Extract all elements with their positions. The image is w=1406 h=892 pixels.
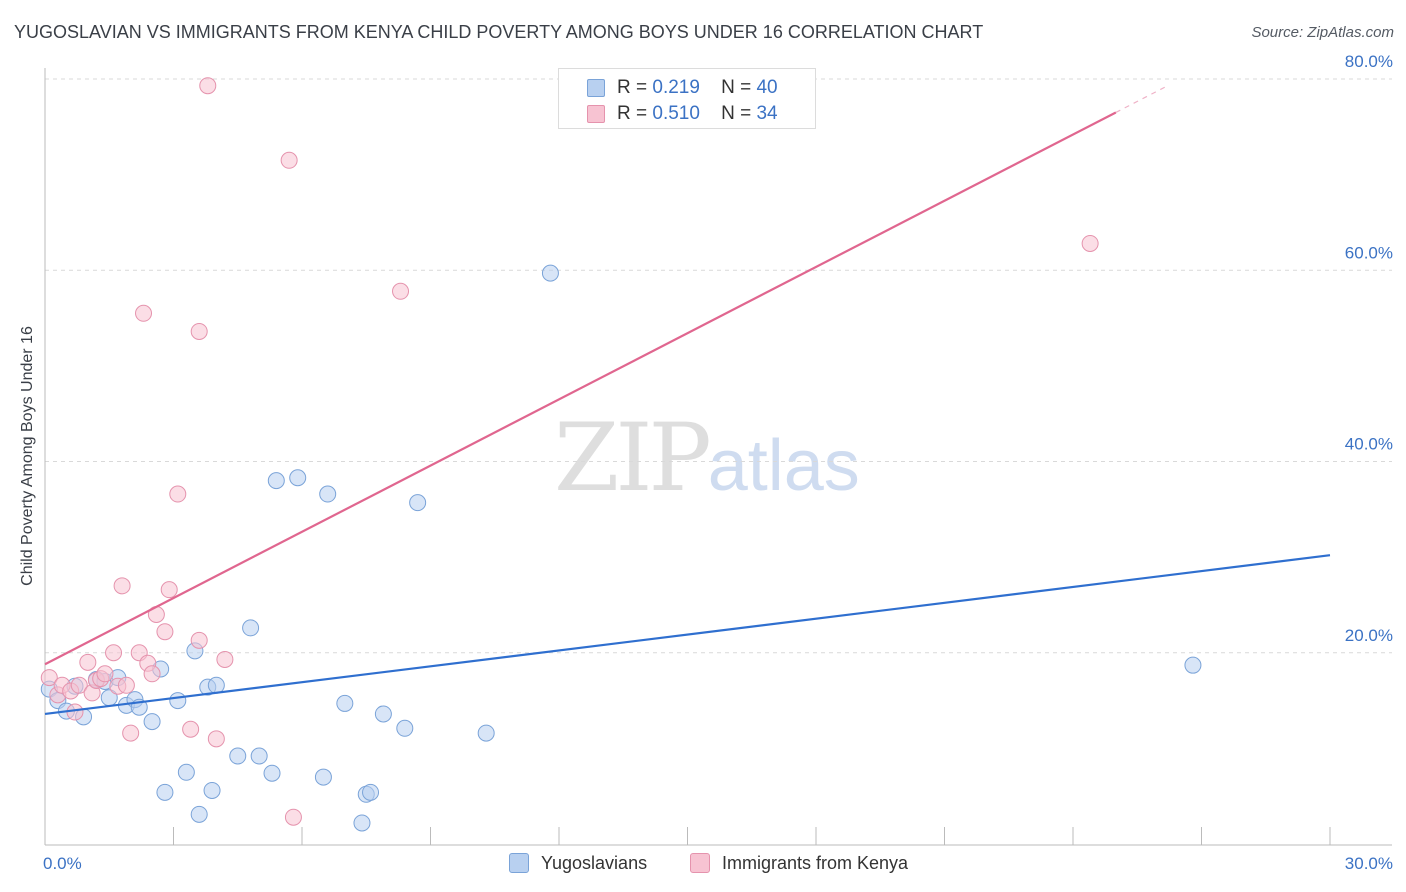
legend-text-2: R = 0.510 N = 34 xyxy=(617,103,778,125)
yugoslavian-point xyxy=(242,619,260,637)
yugoslavian-point xyxy=(541,264,559,282)
yugoslavian-point xyxy=(267,472,285,490)
kenya-point xyxy=(160,581,178,599)
y-tick-label: 80.0% xyxy=(1345,52,1393,71)
kenya-trend-extension xyxy=(1115,85,1168,114)
kenya-point xyxy=(143,665,161,683)
yugoslavian-point xyxy=(289,469,307,487)
yugoslavian-point xyxy=(477,724,495,742)
kenya-point xyxy=(190,322,208,340)
yugoslavian-point xyxy=(207,676,225,694)
kenya-point xyxy=(156,623,174,641)
kenya-point xyxy=(117,676,135,694)
y-tick-label: 40.0% xyxy=(1345,435,1393,454)
legend-text-1: R = 0.219 N = 40 xyxy=(617,77,778,99)
kenya-point xyxy=(113,577,131,595)
yugoslavian-point xyxy=(1184,656,1202,674)
chart-title: YUGOSLAVIAN VS IMMIGRANTS FROM KENYA CHI… xyxy=(14,22,984,42)
kenya-point xyxy=(207,730,225,748)
yugoslavian-point xyxy=(190,805,208,823)
grid-lines xyxy=(45,78,1392,654)
yugoslavian-point xyxy=(353,814,371,832)
kenya-point xyxy=(70,676,88,694)
yugoslavian-point xyxy=(319,485,337,503)
yugoslavian-point xyxy=(362,783,380,801)
kenya-point xyxy=(135,304,153,322)
yugoslavian-point xyxy=(336,694,354,712)
yugoslavian-point xyxy=(229,747,247,765)
yugoslavian-point xyxy=(374,705,392,723)
yugoslavian-point xyxy=(177,763,195,781)
legend-r-value-1: 0.219 xyxy=(652,77,700,98)
stats-legend: R = 0.219 N = 40 R = 0.510 N = 34 xyxy=(558,68,816,129)
tick-labels: 20.0% 40.0% 60.0% 80.0% 0.0% 30.0% xyxy=(43,52,1393,873)
legend-n-label-1: N = xyxy=(721,77,752,98)
yugoslavian-point xyxy=(263,764,281,782)
yugoslavian-point xyxy=(250,747,268,765)
legend-swatch-pink xyxy=(587,105,605,123)
legend-n-value-2: 34 xyxy=(756,103,778,124)
kenya-point xyxy=(40,669,58,687)
kenya-trend-line xyxy=(44,111,1117,666)
kenya-point xyxy=(169,485,187,503)
bottom-legend-swatch-pink xyxy=(690,853,710,873)
yugoslavian-point xyxy=(143,713,161,731)
legend-swatch-blue xyxy=(587,79,605,97)
kenya-point xyxy=(105,644,123,662)
kenya-point xyxy=(96,665,114,683)
yugoslavian-point xyxy=(396,719,414,737)
yugoslavian-point xyxy=(203,781,221,799)
x-tick-label-min: 0.0% xyxy=(43,854,82,873)
source-label: Source: ZipAtlas.com xyxy=(1251,24,1394,41)
kenya-point xyxy=(280,151,298,169)
legend-r-label-2: R = xyxy=(617,103,648,124)
kenya-point xyxy=(1081,234,1099,252)
bottom-legend-swatch-blue xyxy=(509,853,529,873)
kenya-point xyxy=(199,77,217,95)
yugoslavians-trend-line xyxy=(44,554,1331,716)
x-tick-label-max: 30.0% xyxy=(1345,854,1393,873)
legend-r-value-2: 0.510 xyxy=(652,103,700,124)
bottom-legend-label-1: Yugoslavians xyxy=(541,853,648,873)
yugoslavian-point xyxy=(409,494,427,512)
kenya-point xyxy=(392,282,410,300)
kenya-point xyxy=(284,808,302,826)
kenya-points xyxy=(40,77,1099,826)
kenya-point xyxy=(182,720,200,738)
legend-n-value-1: 40 xyxy=(756,77,778,98)
axes xyxy=(44,68,1392,846)
y-tick-label: 20.0% xyxy=(1345,626,1393,645)
kenya-point xyxy=(216,650,234,668)
trend-lines xyxy=(44,85,1331,716)
kenya-point xyxy=(79,653,97,671)
kenya-point xyxy=(190,631,208,649)
bottom-legend-label-2: Immigrants from Kenya xyxy=(722,853,909,873)
legend-n-label-2: N = xyxy=(721,103,752,124)
y-tick-label: 60.0% xyxy=(1345,243,1393,262)
yugoslavian-point xyxy=(169,692,187,710)
yugoslavian-point xyxy=(156,783,174,801)
legend-r-label-1: R = xyxy=(617,77,648,98)
kenya-point xyxy=(122,724,140,742)
yugoslavian-point xyxy=(314,768,332,786)
